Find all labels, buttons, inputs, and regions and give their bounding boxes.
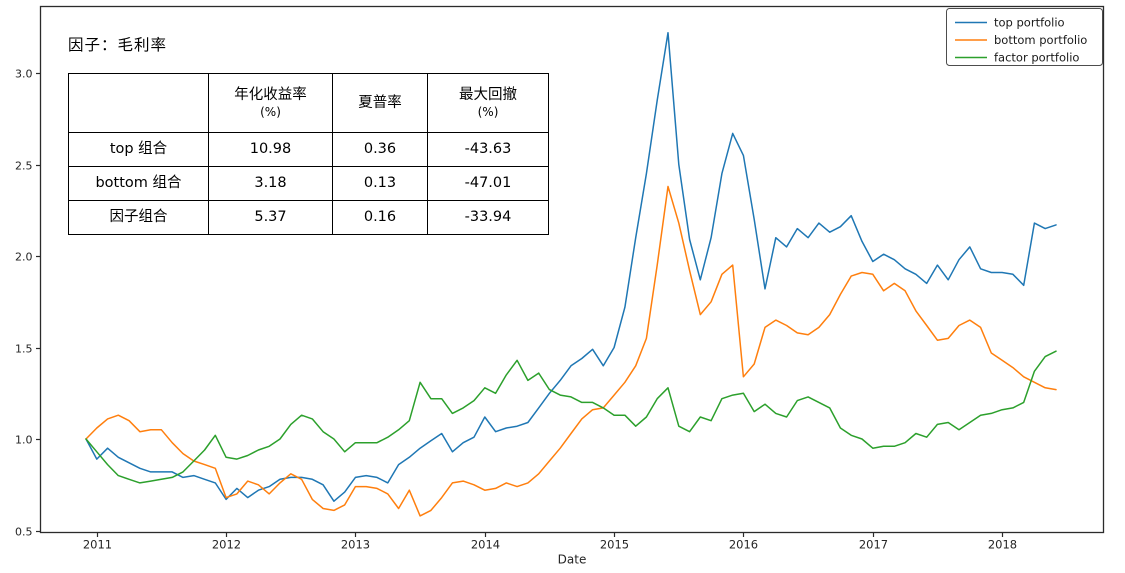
x-tick-label: 2014 [471, 538, 500, 552]
stats-header-cell [68, 73, 209, 133]
stats-row: bottom 组合 3.18 0.13 -47.01 [68, 166, 549, 201]
chart-title: 因子：毛利率 [68, 36, 168, 54]
x-tick-label: 2016 [729, 538, 758, 552]
stats-value-cell: 5.37 [208, 200, 333, 235]
stats-value-cell: 3.18 [208, 166, 333, 201]
stats-value-cell: -33.94 [427, 200, 549, 235]
stats-header-cell: 夏普率 [332, 73, 428, 133]
plot-frame [39, 5, 1105, 534]
y-tick-label: 2.0 [15, 250, 33, 263]
stats-value-cell: -43.63 [427, 132, 549, 167]
x-tick-label: 2012 [212, 538, 241, 552]
stats-row-label: top 组合 [68, 132, 209, 167]
x-tick-label: 2018 [988, 538, 1017, 552]
y-axis: 0.5 1.0 1.5 2.0 2.5 3.0 [15, 67, 41, 538]
stats-value-cell: 0.16 [332, 200, 428, 235]
x-tick-label: 2015 [600, 538, 629, 552]
y-tick-label: 0.5 [15, 525, 33, 538]
stats-value-cell: 0.36 [332, 132, 428, 167]
legend-label: bottom portfolio [994, 33, 1087, 47]
x-tick-label: 2017 [859, 538, 888, 552]
y-tick-label: 2.5 [15, 159, 33, 172]
y-tick-label: 1.0 [15, 433, 33, 446]
y-tick-label: 3.0 [15, 67, 33, 80]
stats-row-label: bottom 组合 [68, 166, 209, 201]
y-tick-label: 1.5 [15, 342, 33, 355]
stats-table: 年化收益率 (%) 夏普率 最大回撤 (%) top 组合 10.98 0.36 -43.63… [68, 73, 549, 235]
legend: top portfolio bottom portfolio factor port… [946, 8, 1103, 66]
x-tick-label: 2011 [83, 538, 112, 552]
legend-label: factor portfolio [994, 51, 1079, 65]
stats-value-cell: 10.98 [208, 132, 333, 167]
x-axis: 2011 2012 2013 2014 2015 2016 2017 2018 Date [83, 532, 1017, 567]
stats-row-label: 因子组合 [68, 200, 209, 235]
stats-value-cell: 0.13 [332, 166, 428, 201]
stats-header-row: 年化收益率 (%) 夏普率 最大回撤 (%) [68, 73, 549, 133]
stats-header-cell: 年化收益率 (%) [208, 73, 333, 133]
series-line-factor-portfolio [85, 350, 1057, 484]
series-line-top-portfolio [85, 31, 1057, 502]
x-tick-label: 2013 [341, 538, 370, 552]
stats-value-cell: -47.01 [427, 166, 549, 201]
stats-table-body: top 组合 10.98 0.36 -43.63 bottom 组合 3.18 0.13 -4… [68, 132, 549, 235]
legend-label: top portfolio [994, 16, 1065, 30]
stats-row: top 组合 10.98 0.36 -43.63 [68, 132, 549, 167]
series-line-bottom-portfolio [85, 185, 1057, 517]
x-axis-title: Date [558, 553, 587, 567]
stats-row: 因子组合 5.37 0.16 -33.94 [68, 200, 549, 235]
stats-table-head: 年化收益率 (%) 夏普率 最大回撤 (%) [68, 73, 549, 133]
stats-header-cell: 最大回撤 (%) [427, 73, 549, 133]
